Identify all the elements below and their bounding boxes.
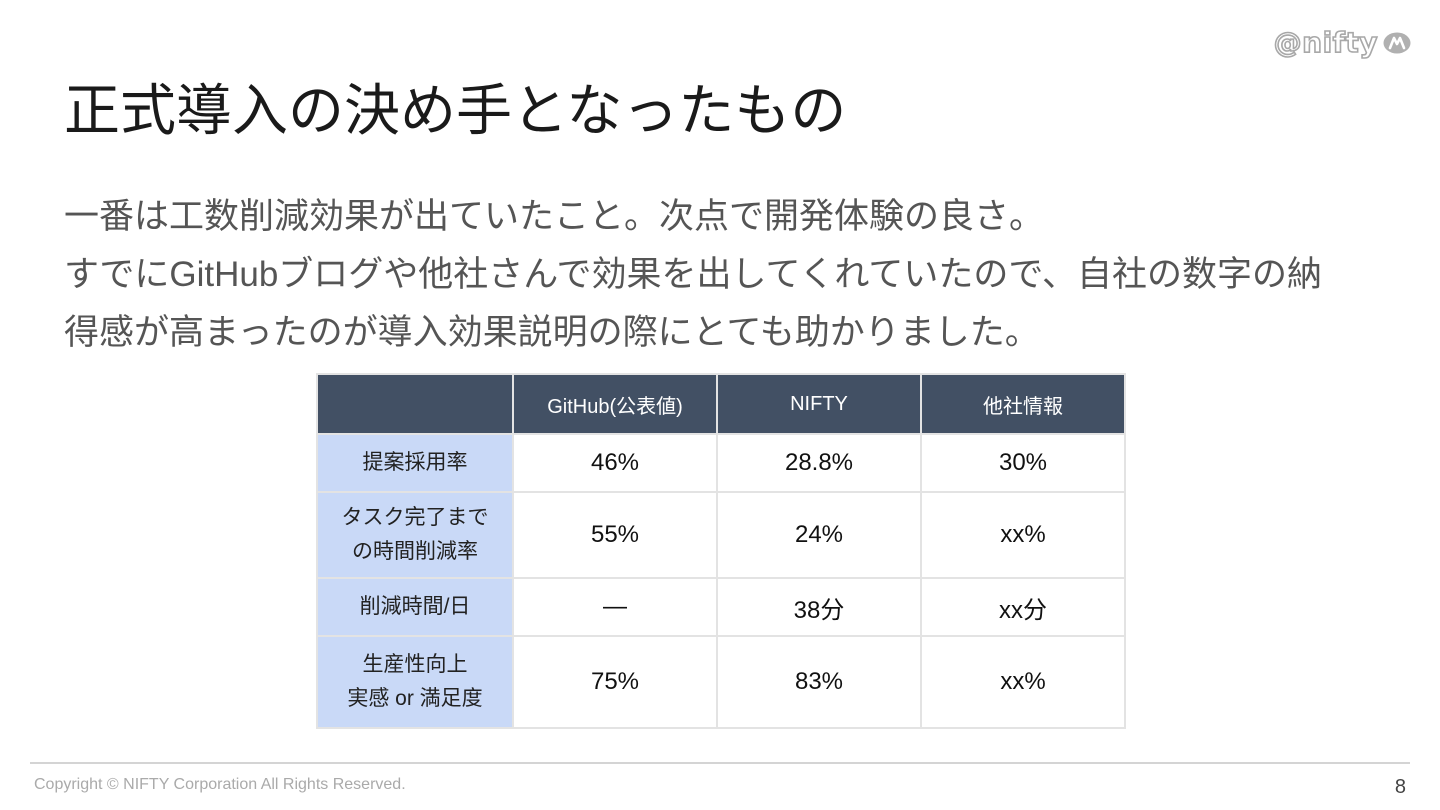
cell-others: xx分: [920, 577, 1126, 637]
cell-others: xx%: [920, 635, 1126, 729]
body-line: すでにGitHubブログや他社さんで効果を出してくれていたので、自社の数字の納: [64, 255, 1322, 294]
table-header-nifty: NIFTY: [716, 373, 922, 435]
cell-nifty: 38分: [716, 577, 922, 637]
row-label: 生産性向上 実感 or 満足度: [316, 635, 514, 729]
logo-text: @nifty: [1273, 25, 1378, 60]
copyright-text: Copyright © NIFTY Corporation All Rights…: [34, 776, 406, 793]
cell-nifty: 28.8%: [716, 433, 922, 493]
row-label-text: 実感 or 満足度: [347, 687, 483, 710]
table-row: 生産性向上 実感 or 満足度 75% 83% xx%: [316, 635, 1126, 729]
table-header-github: GitHub(公表値): [512, 373, 718, 435]
body-text: 一番は工数削減効果が出ていたこと。次点で開発体験の良さ。 すでにGitHubブロ…: [64, 188, 1384, 362]
row-label: 削減時間/日: [316, 577, 514, 637]
slide-title: 正式導入の決め手となったもの: [64, 79, 847, 142]
row-label-text: 提案採用率: [362, 451, 468, 474]
table-row: 削減時間/日 — 38分 xx分: [316, 577, 1126, 637]
footer-divider: [30, 762, 1410, 764]
body-line: 一番は工数削減効果が出ていたこと。次点で開発体験の良さ。: [64, 197, 1045, 236]
cell-nifty: 83%: [716, 635, 922, 729]
table-row: 提案採用率 46% 28.8% 30%: [316, 433, 1126, 493]
comparison-table: GitHub(公表値) NIFTY 他社情報 提案採用率 46% 28.8% 3…: [316, 373, 1126, 729]
cell-github: 55%: [512, 491, 718, 579]
logo-mark-icon: [1383, 32, 1411, 53]
cell-nifty: 24%: [716, 491, 922, 579]
table-row: タスク完了まで の時間削減率 55% 24% xx%: [316, 491, 1126, 579]
row-label-text: 削減時間/日: [359, 595, 471, 618]
cell-others: xx%: [920, 491, 1126, 579]
table-header-row: GitHub(公表値) NIFTY 他社情報: [316, 373, 1126, 435]
page-number: 8: [1394, 776, 1406, 798]
table-header-corner: [316, 373, 514, 435]
row-label-text: タスク完了まで: [341, 506, 489, 529]
cell-github: —: [512, 577, 718, 637]
table-header-others: 他社情報: [920, 373, 1126, 435]
row-label: 提案採用率: [316, 433, 514, 493]
cell-github: 75%: [512, 635, 718, 729]
row-label-text: の時間削減率: [352, 540, 478, 563]
row-label-text: 生産性向上: [362, 653, 468, 676]
cell-github: 46%: [512, 433, 718, 493]
nifty-logo: @nifty: [1273, 25, 1412, 60]
row-label: タスク完了まで の時間削減率: [316, 491, 514, 579]
cell-others: 30%: [920, 433, 1126, 493]
body-line: 得感が高まったのが導入効果説明の際にとても助かりました。: [64, 313, 1040, 352]
